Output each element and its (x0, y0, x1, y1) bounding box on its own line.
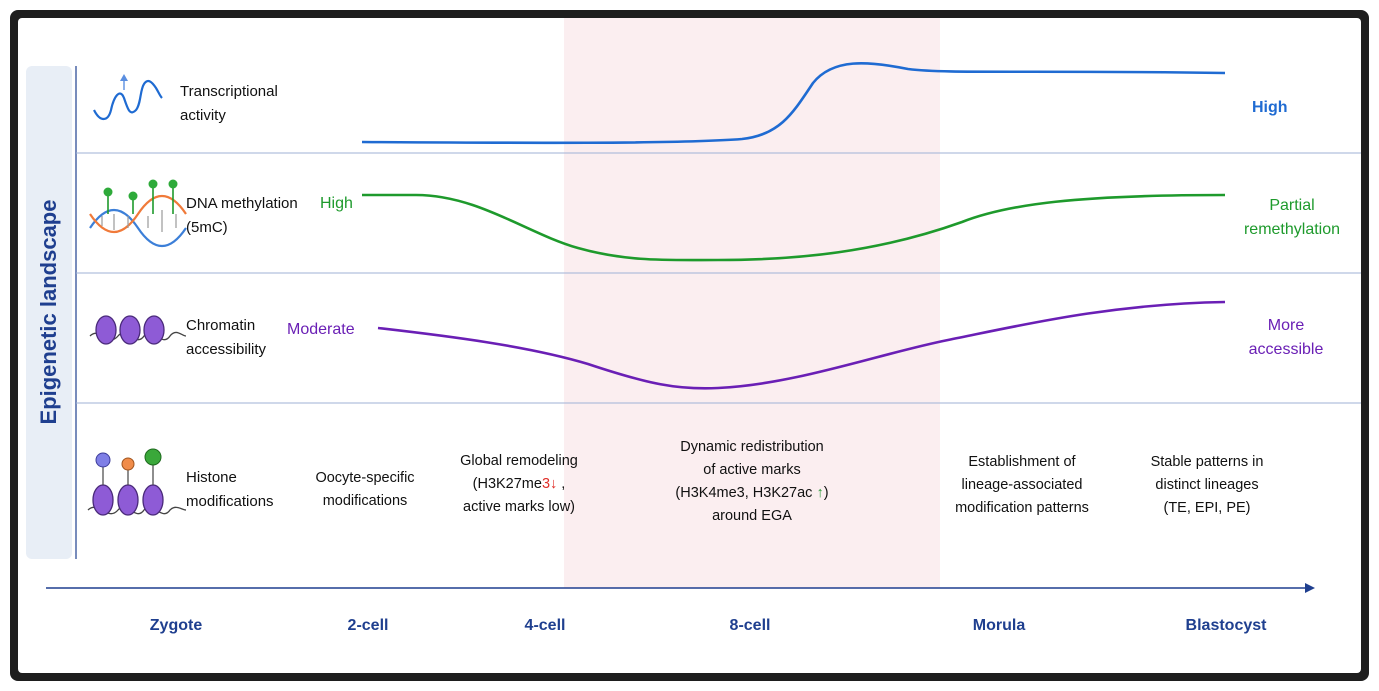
chromatin-end-label: More accessible (1248, 317, 1324, 358)
nucleosome-icon (89, 315, 187, 345)
transcription-label: Transcriptional activity (180, 83, 278, 124)
stage-label-blastocyst: Blastocyst (1185, 617, 1267, 634)
histone-note-8cell: Dynamic redistribution of active marks (… (675, 439, 829, 524)
outer-frame: Epigenetic landscape (10, 10, 1369, 681)
histone-note-morula: Establishment of lineage-associated modi… (955, 454, 1089, 516)
ega-highlight-band (564, 18, 940, 588)
methylation-curve (362, 193, 1226, 262)
transcription-end-label: High (1252, 99, 1288, 116)
histone-note-4cell: Global remodeling (H3K27me3↓ , active ma… (460, 453, 578, 515)
transcription-curve (361, 62, 1226, 145)
down-arrow-icon: ↓ (550, 476, 558, 492)
stage-label-8cell: 8-cell (729, 617, 771, 634)
methylation-label: DNA methylation (5mC) (186, 195, 298, 236)
histone-note-2cell: Oocyte-specific modifications (315, 470, 415, 509)
methylation-end-label: Partial remethylation (1243, 197, 1341, 238)
methylation-start-label: High (320, 195, 353, 212)
histone-note-blastocyst: Stable patterns in distinct lineages (TE… (1150, 454, 1264, 516)
chromatin-curve (377, 300, 1226, 390)
histone-icon (87, 448, 187, 516)
diagram-canvas (46, 18, 1361, 593)
up-arrow-icon: ↑ (816, 485, 824, 501)
figure-panel: Epigenetic landscape (18, 18, 1361, 673)
stage-label-morula: Morula (972, 617, 1026, 634)
chromatin-label: Chromatin accessibility (186, 317, 267, 358)
side-panel (26, 66, 72, 559)
stage-label-4cell: 4-cell (524, 617, 566, 634)
wave-icon (93, 74, 163, 121)
dna-icon (89, 179, 187, 247)
chromatin-start-label: Moderate (287, 321, 355, 338)
timeline-arrowhead (1305, 583, 1315, 593)
stage-label-zygote: Zygote (149, 617, 203, 634)
stage-label-2cell: 2-cell (347, 617, 389, 634)
histone-label: Histone modifications (186, 469, 274, 510)
